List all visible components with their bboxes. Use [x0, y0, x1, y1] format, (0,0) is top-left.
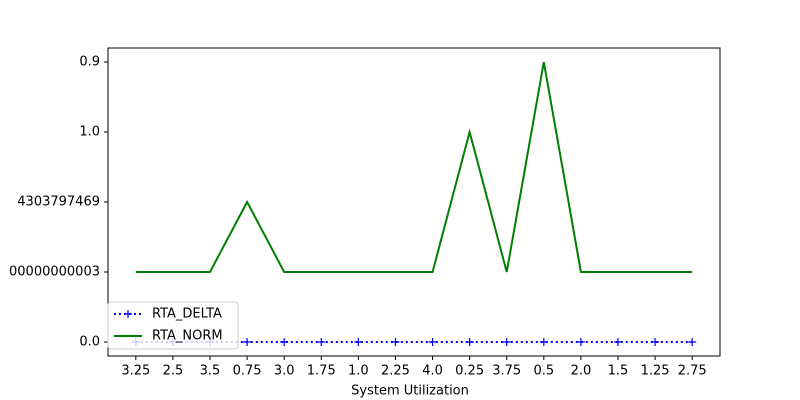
x-tick-label: 1.25: [641, 364, 670, 379]
x-tick-label: 2.0: [571, 364, 592, 379]
point-marker: [576, 338, 585, 346]
x-tick-label: 2.25: [381, 364, 410, 379]
point-marker: [391, 338, 400, 346]
point-marker: [502, 338, 511, 346]
point-marker: [465, 338, 474, 346]
x-axis-label: System Utilization: [351, 384, 469, 399]
x-tick-label: 1.5: [608, 364, 629, 379]
x-tick-label: 1.0: [348, 364, 369, 379]
x-tick-label: 3.25: [121, 364, 150, 379]
x-tick-label: 3.0: [274, 364, 295, 379]
point-marker: [354, 338, 363, 346]
y-tick-label: 0.0: [79, 335, 100, 350]
x-tick-label: 0.75: [233, 364, 262, 379]
point-marker: [688, 338, 697, 346]
point-marker: [317, 338, 326, 346]
y-tick-label: 1.0: [79, 125, 100, 140]
x-tick-label: 2.5: [163, 364, 184, 379]
x-tick-label: 4.0: [422, 364, 443, 379]
point-marker: [428, 338, 437, 346]
point-marker: [539, 338, 548, 346]
point-marker: [614, 338, 622, 346]
x-tick-label: 0.5: [533, 364, 554, 379]
x-tick-label: 3.5: [200, 364, 221, 379]
x-tick-label: 1.75: [307, 364, 336, 379]
legend-label: RTA_NORM: [152, 329, 223, 344]
legend-marker: [124, 310, 132, 318]
y-tick-label: 4303797469: [17, 195, 100, 210]
legend-label: RTA_DELTA: [152, 307, 222, 322]
point-marker: [280, 338, 289, 346]
point-marker: [651, 338, 660, 346]
point-marker: [243, 338, 252, 346]
y-tick-label: 00000000003: [9, 265, 100, 280]
x-tick-label: 3.75: [492, 364, 521, 379]
x-tick-label: 2.75: [678, 364, 707, 379]
series-line: [135, 61, 693, 273]
x-tick-label: 0.25: [455, 364, 484, 379]
y-tick-label: 0.9: [79, 55, 100, 70]
